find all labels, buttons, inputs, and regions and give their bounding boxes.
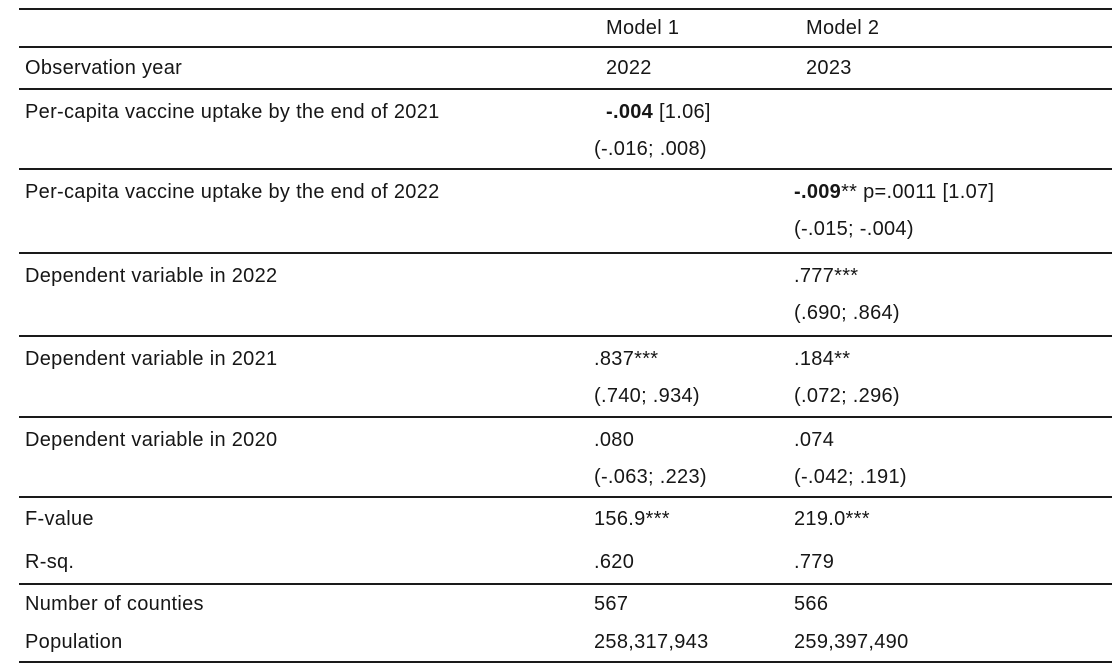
coefficient-value: .777*** [794, 265, 859, 287]
row-label: F-value [25, 508, 94, 530]
counties-model2: 566 [794, 592, 829, 615]
row-uptake-2022: Per-capita vaccine uptake by the end of … [19, 169, 1112, 254]
confidence-interval: (-.015; -.004) [794, 218, 914, 240]
row-label: R-sq. [19, 541, 594, 585]
row-f-value: F-value 156.9*** 219.0*** [19, 497, 1112, 541]
row-label: Per-capita vaccine uptake by the end of … [19, 89, 594, 170]
row-r-squared: R-sq. .620 .779 [19, 541, 1112, 585]
coefficient-value: -.004 [1.06] [594, 94, 794, 131]
coefficient-value: .080 [594, 429, 635, 451]
r-squared-model1: .620 [594, 541, 794, 585]
uptake-2022-model2-cell: -.009** p=.0011 [1.07] (-.015; -.004) [794, 169, 1112, 254]
dep-2020-model1-cell: .080 (-.063; .223) [594, 417, 794, 498]
uptake-2021-model2-cell [794, 89, 1112, 170]
population-model2: 259,397,490 [794, 623, 1112, 663]
column-header-model2: Model 2 [794, 8, 1112, 48]
row-observation-year: Observation year 2022 2023 [19, 47, 1112, 90]
observation-year-model2: 2023 [794, 47, 1112, 90]
dep-2021-model2-cell: .184** (.072; .296) [794, 336, 1112, 418]
row-dep-2021: Dependent variable in 2021 .837*** (.740… [19, 336, 1112, 418]
row-population: Population 258,317,943 259,397,490 [19, 623, 1112, 663]
coefficient-value: .837*** [594, 348, 659, 370]
row-counties: Number of counties 567 566 [19, 584, 1112, 623]
confidence-interval: (.740; .934) [594, 385, 700, 407]
coefficient-bold: -.004 [606, 101, 654, 123]
observation-year-model1: 2022 [594, 47, 794, 90]
confidence-interval: (.072; .296) [794, 385, 900, 407]
coefficient-suffix: ** p=.0011 [1.07] [841, 181, 995, 203]
confidence-interval: (-.016; .008) [594, 138, 707, 160]
row-label: Dependent variable in 2022 [19, 253, 594, 337]
coefficient-value: .184** [794, 348, 851, 370]
confidence-interval: (.690; .864) [794, 302, 900, 324]
row-label: Population [19, 623, 594, 663]
row-dep-2020: Dependent variable in 2020 .080 (-.063; … [19, 417, 1112, 498]
r-squared-model2: .779 [794, 541, 1112, 585]
uptake-2021-model1-cell: -.004 [1.06] (-.016; .008) [594, 89, 794, 170]
confidence-interval: (-.063; .223) [594, 466, 707, 488]
row-dep-2022: Dependent variable in 2022 .777*** (.690… [19, 253, 1112, 337]
row-label: Observation year [19, 47, 594, 90]
dep-2022-model2-cell: .777*** (.690; .864) [794, 253, 1112, 337]
dep-2022-model1-cell [594, 253, 794, 337]
row-label: Dependent variable in 2021 [19, 336, 594, 418]
population-model1: 258,317,943 [594, 623, 794, 663]
row-label: Number of counties [25, 592, 204, 615]
f-value-model2: 219.0*** [794, 508, 870, 530]
row-label: Per-capita vaccine uptake by the end of … [19, 169, 594, 254]
coefficient-value: -.009** p=.0011 [1.07] [794, 174, 1112, 211]
confidence-interval: (-.042; .191) [794, 466, 907, 488]
uptake-2022-model1-cell [594, 169, 794, 254]
dep-2020-model2-cell: .074 (-.042; .191) [794, 417, 1112, 498]
coefficient-bold: -.009 [794, 181, 842, 203]
dep-2021-model1-cell: .837*** (.740; .934) [594, 336, 794, 418]
row-label: Dependent variable in 2020 [19, 417, 594, 498]
column-header-model1: Model 1 [594, 8, 794, 48]
coefficient-suffix: [1.06] [653, 101, 711, 123]
header-row: Model 1 Model 2 [19, 8, 1112, 48]
regression-table: Model 1 Model 2 Observation year 2022 20… [19, 8, 1112, 663]
row-uptake-2021: Per-capita vaccine uptake by the end of … [19, 89, 1112, 170]
counties-model1: 567 [594, 592, 629, 615]
f-value-model1: 156.9*** [594, 508, 670, 530]
header-empty-cell [19, 8, 594, 48]
coefficient-value: .074 [794, 429, 835, 451]
